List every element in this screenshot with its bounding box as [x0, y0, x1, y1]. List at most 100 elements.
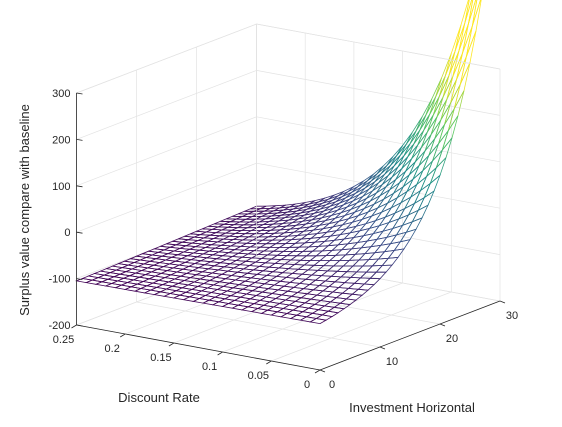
z-tick-label: 0 — [64, 227, 70, 239]
y-tick-label: 0 — [304, 379, 310, 391]
tick-mark — [379, 346, 386, 350]
surface-cell — [365, 265, 384, 273]
surface-cell — [315, 314, 334, 321]
tick-mark — [168, 342, 175, 347]
z-tick-label: 100 — [52, 181, 70, 193]
x-axis-label: Investment Horizontal — [349, 400, 475, 415]
wall-y-grid-z — [76, 70, 257, 140]
surface-cell — [309, 318, 328, 325]
surface-cell — [368, 216, 387, 230]
surface-cell — [123, 286, 143, 292]
tick-labels: 010203000.050.10.150.20.25-200-100010020… — [48, 88, 518, 391]
y-tick-label: 0.25 — [53, 334, 74, 346]
z-tick-label: 300 — [52, 88, 70, 100]
surface-cell — [84, 279, 104, 285]
z-tick-label: -100 — [48, 274, 70, 286]
surface-cell — [346, 265, 364, 273]
wall-x-grid-z — [256, 162, 501, 209]
z-tick-label: -200 — [48, 320, 70, 332]
surface-cell — [444, 84, 461, 125]
surface-cell — [114, 284, 133, 290]
x-tick-label: 0 — [329, 379, 335, 391]
tick-mark — [76, 92, 83, 95]
surface-cell — [182, 296, 201, 302]
z-axis-label: Surplus value compare with baseline — [17, 104, 32, 316]
surface-cell — [339, 193, 356, 204]
wall-y-grid-z — [76, 162, 257, 233]
surface-cell — [312, 260, 331, 267]
tick-mark — [119, 333, 126, 338]
tick-mark — [266, 360, 272, 365]
surface-cell — [332, 259, 351, 267]
x-tick-label: 20 — [446, 333, 458, 345]
floor-grid-y — [173, 273, 355, 344]
surface-cell — [133, 288, 153, 294]
surface-cell — [393, 238, 411, 251]
y-tick-label: 0.2 — [105, 343, 120, 355]
surface-cell — [411, 204, 429, 223]
surface-cell — [336, 265, 355, 273]
box-edge-top-x — [256, 23, 501, 70]
surface-cell — [309, 255, 328, 262]
tick-mark — [76, 231, 83, 234]
tick-mark — [217, 351, 223, 356]
surface-cell — [355, 265, 374, 273]
surface-cell — [221, 303, 240, 309]
surface-mesh — [75, 0, 482, 325]
surface-cell — [401, 209, 420, 227]
y-tick-label: 0.05 — [248, 370, 269, 382]
y-tick-label: 0.1 — [202, 361, 217, 373]
surface-cell — [429, 75, 446, 115]
surface-cell — [363, 277, 381, 286]
z-tick-label: 200 — [52, 134, 70, 146]
tick-mark — [314, 369, 321, 374]
surface-cell — [465, 0, 482, 57]
wall-x-grid-z — [256, 70, 501, 116]
tick-mark — [76, 185, 83, 188]
tick-mark — [439, 323, 446, 327]
y-tick-label: 0.15 — [150, 352, 171, 364]
surface-cell — [318, 254, 337, 262]
surface-cell — [352, 259, 370, 267]
surface-cell — [321, 310, 340, 318]
surface-cell — [162, 293, 182, 299]
surface-cell — [172, 294, 191, 301]
wall-x-grid-z — [256, 116, 501, 163]
y-axis-line — [76, 324, 321, 371]
surface-cell — [250, 308, 269, 314]
surface-cell — [237, 301, 256, 308]
surface-cell — [453, 62, 471, 109]
surface-cell — [459, 30, 477, 85]
tick-mark — [71, 324, 77, 329]
surface-cell — [375, 264, 393, 273]
x-tick-label: 10 — [386, 356, 398, 368]
surface-cell — [201, 299, 221, 306]
surface-cell — [104, 283, 123, 289]
surface-cell — [211, 301, 230, 307]
surface-cell — [447, 90, 465, 131]
surface-cell — [387, 248, 405, 259]
tick-mark — [499, 300, 506, 304]
surface-cell — [391, 214, 410, 230]
surface-cell — [390, 143, 407, 166]
surface-cell — [94, 281, 114, 287]
surface-cell — [231, 304, 250, 311]
box-edge-top-y — [76, 23, 257, 94]
surface-cell — [378, 212, 397, 227]
surface-cell — [279, 313, 298, 319]
y-axis-label: Discount Rate — [118, 390, 200, 405]
tick-mark — [319, 369, 326, 373]
tick-mark — [76, 139, 83, 141]
floor-grid-x — [196, 278, 441, 325]
floor-grid-y — [271, 291, 452, 362]
surface-cell — [240, 306, 260, 313]
surface-cell — [243, 298, 262, 305]
axes — [71, 23, 506, 374]
tick-mark — [76, 324, 83, 327]
x-tick-label: 30 — [506, 310, 518, 322]
x-axis-line — [319, 300, 501, 371]
floor-grid-x — [136, 301, 381, 348]
surface-cell — [409, 114, 427, 144]
